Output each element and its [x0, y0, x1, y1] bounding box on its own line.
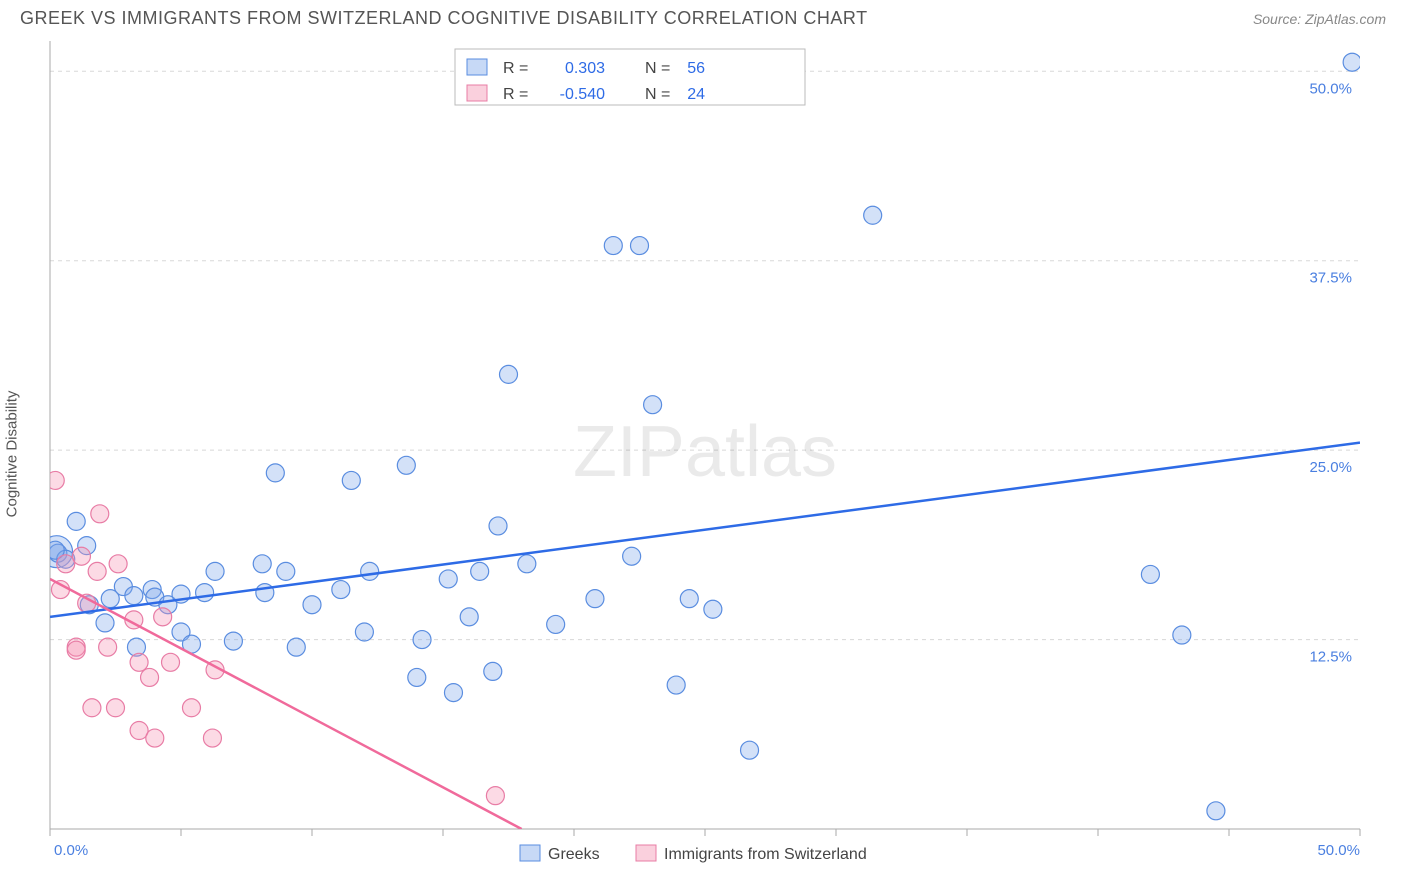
- scatter-point-swiss: [141, 668, 159, 686]
- legend-n-value: 56: [687, 60, 705, 77]
- scatter-point-swiss: [146, 729, 164, 747]
- scatter-point-greeks: [518, 555, 536, 573]
- legend-r-label: R =: [503, 86, 528, 103]
- scatter-point-greeks: [253, 555, 271, 573]
- scatter-point-greeks: [397, 456, 415, 474]
- legend-r-value: 0.303: [565, 60, 605, 77]
- scatter-point-swiss: [78, 594, 96, 612]
- scatter-point-greeks: [741, 741, 759, 759]
- y-tick-label: 12.5%: [1309, 649, 1352, 666]
- scatter-point-greeks: [489, 517, 507, 535]
- scatter-point-greeks: [704, 600, 722, 618]
- scatter-point-greeks: [408, 668, 426, 686]
- legend-r-value: -0.540: [560, 86, 605, 103]
- scatter-point-swiss: [182, 699, 200, 717]
- header-bar: GREEK VS IMMIGRANTS FROM SWITZERLAND COG…: [0, 0, 1406, 29]
- scatter-point-greeks: [631, 237, 649, 255]
- scatter-point-greeks: [484, 662, 502, 680]
- scatter-point-greeks: [355, 623, 373, 641]
- scatter-point-swiss: [109, 555, 127, 573]
- bottom-legend-swatch: [636, 845, 656, 861]
- scatter-point-greeks: [196, 584, 214, 602]
- legend-r-label: R =: [503, 60, 528, 77]
- scatter-point-greeks: [864, 206, 882, 224]
- scatter-point-greeks: [287, 638, 305, 656]
- scatter-point-greeks: [444, 684, 462, 702]
- scatter-point-swiss: [67, 641, 85, 659]
- y-axis-label: Cognitive Disability: [4, 391, 21, 518]
- scatter-point-greeks: [67, 512, 85, 530]
- scatter-point-swiss: [46, 471, 64, 489]
- scatter-point-swiss: [72, 547, 90, 565]
- scatter-point-greeks: [604, 237, 622, 255]
- scatter-point-greeks: [667, 676, 685, 694]
- y-tick-label: 37.5%: [1309, 270, 1352, 287]
- scatter-point-greeks: [644, 396, 662, 414]
- scatter-point-swiss: [88, 562, 106, 580]
- legend-swatch: [467, 59, 487, 75]
- scatter-point-greeks: [361, 562, 379, 580]
- scatter-point-greeks: [1343, 53, 1361, 71]
- watermark: ZIPatlas: [573, 412, 837, 492]
- scatter-point-greeks: [460, 608, 478, 626]
- source-prefix: Source:: [1253, 11, 1305, 27]
- scatter-point-greeks: [332, 581, 350, 599]
- scatter-point-swiss: [130, 653, 148, 671]
- scatter-point-greeks: [471, 562, 489, 580]
- bottom-legend-swatch: [520, 845, 540, 861]
- scatter-point-greeks: [586, 590, 604, 608]
- scatter-point-greeks: [439, 570, 457, 588]
- scatter-point-greeks: [96, 614, 114, 632]
- scatter-point-greeks: [125, 587, 143, 605]
- source-name: ZipAtlas.com: [1305, 11, 1386, 27]
- scatter-point-greeks: [206, 562, 224, 580]
- bottom-legend-label: Immigrants from Switzerland: [664, 846, 867, 863]
- scatter-point-greeks: [1173, 626, 1191, 644]
- x-tick-label: 0.0%: [54, 842, 88, 859]
- scatter-chart: 12.5% 25.0% 37.5% 50.0% 0.0% 50.0% ZIPatlas R =…: [0, 29, 1406, 879]
- chart-container: Cognitive Disability 12.5% 25.0% 37.5% 50.0…: [0, 29, 1406, 879]
- scatter-point-greeks: [303, 596, 321, 614]
- bottom-legend-label: Greeks: [548, 846, 600, 863]
- scatter-point-greeks: [547, 615, 565, 633]
- legend-n-value: 24: [687, 86, 705, 103]
- scatter-point-greeks: [266, 464, 284, 482]
- scatter-point-greeks: [277, 562, 295, 580]
- scatter-point-greeks: [413, 631, 431, 649]
- scatter-point-greeks: [500, 365, 518, 383]
- scatter-point-greeks: [1207, 802, 1225, 820]
- legend-n-label: N =: [645, 86, 670, 103]
- legend-n-label: N =: [645, 60, 670, 77]
- scatter-point-greeks: [1141, 565, 1159, 583]
- scatter-point-swiss: [91, 505, 109, 523]
- scatter-point-greeks: [623, 547, 641, 565]
- chart-title: GREEK VS IMMIGRANTS FROM SWITZERLAND COG…: [20, 8, 868, 29]
- scatter-point-swiss: [154, 608, 172, 626]
- scatter-point-swiss: [486, 787, 504, 805]
- x-tick-label: 50.0%: [1317, 842, 1360, 859]
- y-tick-label: 50.0%: [1309, 80, 1352, 97]
- scatter-point-swiss: [99, 638, 117, 656]
- scatter-point-swiss: [162, 653, 180, 671]
- scatter-point-greeks: [224, 632, 242, 650]
- scatter-point-swiss: [203, 729, 221, 747]
- scatter-point-swiss: [107, 699, 125, 717]
- legend-swatch: [467, 85, 487, 101]
- source-attribution: Source: ZipAtlas.com: [1253, 11, 1386, 27]
- scatter-point-greeks: [342, 471, 360, 489]
- scatter-point-swiss: [83, 699, 101, 717]
- y-tick-label: 25.0%: [1309, 459, 1352, 476]
- scatter-point-greeks: [680, 590, 698, 608]
